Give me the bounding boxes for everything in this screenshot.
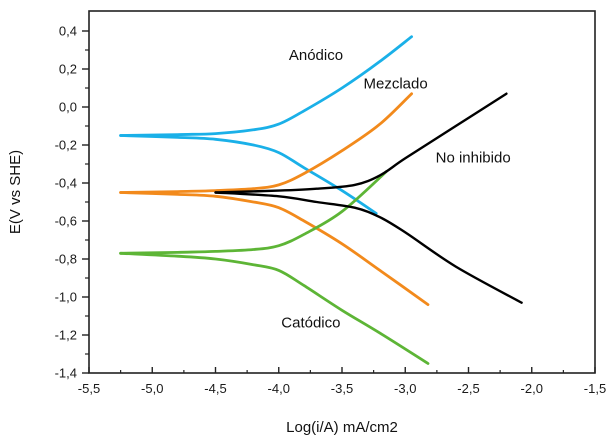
- series-catodico: [119, 170, 430, 365]
- series-no-inhibido-cathodic-branch: [214, 191, 523, 304]
- x-tick-label: -3,0: [394, 381, 416, 396]
- series-mezclado: [119, 92, 430, 306]
- y-axis: 0,4 0,2 0,0 -0,2 -0,4 -0,6 -0,8 -1,0 -1,2 -1,4: [55, 24, 89, 381]
- x-tick-label: -3,5: [331, 381, 353, 396]
- series-catodico-cathodic-branch: [119, 251, 430, 365]
- annotation-anodico: Anódico: [289, 47, 343, 64]
- y-tick-label: -0,2: [55, 138, 77, 153]
- x-axis: -5,5 -5,0 -4,5 -4,0 -3,5 -3,0 -2,5 -2,0 -1,5: [78, 367, 606, 396]
- annotation-mezclado: Mezclado: [364, 75, 428, 92]
- x-tick-label: -5,5: [78, 381, 100, 396]
- annotation-no-inhibido: No inhibido: [436, 149, 511, 166]
- x-tick-label: -4,0: [268, 381, 290, 396]
- y-tick-label: 0,2: [59, 62, 77, 77]
- series-no-inhibido-anodic-branch: [214, 92, 508, 194]
- y-tick-label: -0,8: [55, 252, 77, 267]
- y-tick-label: -1,2: [55, 328, 77, 343]
- y-tick-label: 0,0: [59, 100, 77, 115]
- y-tick-label: 0,4: [59, 24, 77, 39]
- x-tick-label: -2,5: [457, 381, 479, 396]
- series-layer: [119, 35, 523, 365]
- y-tick-label: -0,4: [55, 176, 77, 191]
- y-tick-label: -1,4: [55, 366, 77, 381]
- x-axis-title: Log(i/A) mA/cm2: [286, 419, 398, 436]
- series-mezclado-anodic-branch: [119, 92, 413, 194]
- series-no-inhibido: [214, 92, 523, 304]
- x-tick-label: -1,5: [584, 381, 606, 396]
- annotations: Anódico Mezclado No inhibido Catódico: [281, 47, 510, 332]
- series-mezclado-cathodic-branch: [119, 191, 430, 306]
- series-anodico-cathodic-branch: [119, 134, 378, 215]
- annotation-catodico: Catódico: [281, 315, 340, 332]
- series-anodico: [119, 35, 413, 215]
- y-tick-label: -1,0: [55, 290, 77, 305]
- x-tick-label: -4,5: [204, 381, 226, 396]
- x-tick-label: -5,0: [141, 381, 163, 396]
- x-tick-label: -2,0: [521, 381, 543, 396]
- y-axis-title: E(V vs SHE): [7, 150, 24, 234]
- y-tick-label: -0,6: [55, 214, 77, 229]
- series-catodico-anodic-branch: [119, 170, 388, 255]
- series-anodico-anodic-branch: [119, 35, 413, 137]
